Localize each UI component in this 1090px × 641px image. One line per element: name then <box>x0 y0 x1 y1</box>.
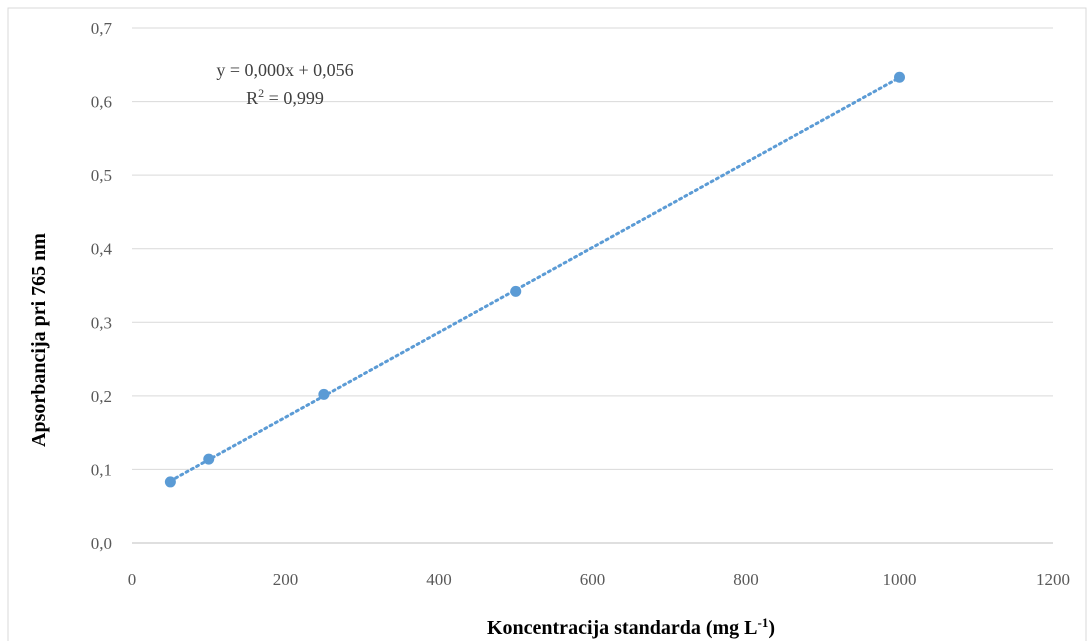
x-axis-title-sup: -1 <box>758 615 769 630</box>
data-point <box>164 476 176 488</box>
data-point <box>894 71 905 83</box>
y-tick-label: 0,7 <box>91 19 113 38</box>
gridlines <box>132 27 1053 470</box>
trendline <box>168 76 901 483</box>
y-tick-label: 0,2 <box>91 387 112 406</box>
y-tick-labels: 0,0 0,1 0,2 0,3 0,4 0,5 0,6 0,7 <box>91 19 113 553</box>
x-axis-title-main: Koncentracija standarda (mg L <box>487 617 758 639</box>
r-squared-value: = 0,999 <box>264 88 324 108</box>
y-axis-title: Apsorbancija pri 765 nm <box>28 233 50 447</box>
y-tick-label: 0,0 <box>91 534 112 553</box>
data-point <box>318 388 330 400</box>
x-tick-label: 1200 <box>1036 570 1070 589</box>
r-squared-sup: 2 <box>258 86 264 100</box>
x-tick-label: 800 <box>733 570 759 589</box>
chart-frame <box>7 7 1087 641</box>
y-tick-label: 0,4 <box>91 240 113 259</box>
x-tick-label: 200 <box>273 570 299 589</box>
x-tick-label: 600 <box>580 570 606 589</box>
y-tick-label: 0,1 <box>91 460 112 479</box>
x-axis-title: Koncentracija standarda (mg L-1) <box>487 615 775 640</box>
x-tick-label: 1000 <box>883 570 917 589</box>
x-tick-labels: 0 200 400 600 800 1000 1200 <box>128 570 1070 589</box>
r-squared-prefix: R <box>246 88 258 108</box>
r-squared-label: R2 = 0,999 <box>246 86 324 108</box>
x-tick-label: 400 <box>426 570 452 589</box>
trendline-equation: y = 0,000x + 0,056 <box>216 60 353 80</box>
data-points <box>164 71 905 488</box>
data-point <box>510 285 522 297</box>
x-tick-label: 0 <box>128 570 137 589</box>
y-tick-label: 0,5 <box>91 166 112 185</box>
data-point <box>203 453 215 465</box>
y-tick-label: 0,3 <box>91 313 112 332</box>
x-axis-title-suffix: ) <box>768 617 775 639</box>
y-tick-label: 0,6 <box>91 93 112 112</box>
